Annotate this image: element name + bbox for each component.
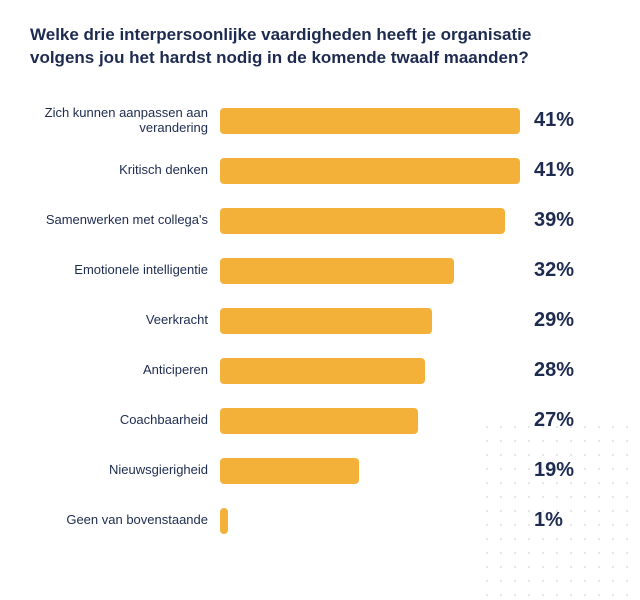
bar-row: Coachbaarheid 27% <box>30 406 610 436</box>
bar-fill <box>220 508 228 534</box>
bar-value: 1% <box>520 509 563 532</box>
bar-row: Veerkracht 29% <box>30 306 610 336</box>
bar-track <box>220 258 520 284</box>
bar-value: 19% <box>520 459 574 482</box>
bar-value: 29% <box>520 309 574 332</box>
bar-fill <box>220 258 454 284</box>
bar-row: Anticiperen 28% <box>30 356 610 386</box>
bar-fill <box>220 408 418 434</box>
bar-row: Samenwerken met collega's 39% <box>30 206 610 236</box>
bar-fill <box>220 208 505 234</box>
bar-track <box>220 308 520 334</box>
bar-fill <box>220 308 432 334</box>
bar-fill <box>220 158 520 184</box>
bar-value: 28% <box>520 359 574 382</box>
chart-title: Welke drie interpersoonlijke vaardighede… <box>30 24 570 70</box>
bar-track <box>220 508 520 534</box>
bar-label: Coachbaarheid <box>30 413 220 428</box>
bar-track <box>220 358 520 384</box>
bar-track <box>220 108 520 134</box>
bar-label: Zich kunnen aanpassen aan verandering <box>30 106 220 136</box>
bar-value: 27% <box>520 409 574 432</box>
bar-label: Emotionele intelligentie <box>30 263 220 278</box>
bar-label: Geen van bovenstaande <box>30 513 220 528</box>
bar-label: Nieuwsgierigheid <box>30 463 220 478</box>
bar-track <box>220 208 520 234</box>
bar-row: Nieuwsgierigheid 19% <box>30 456 610 486</box>
bar-fill <box>220 108 520 134</box>
bar-value: 39% <box>520 209 574 232</box>
bar-row: Geen van bovenstaande 1% <box>30 506 610 536</box>
bar-label: Kritisch denken <box>30 163 220 178</box>
bar-fill <box>220 458 359 484</box>
bar-value: 41% <box>520 159 574 182</box>
bar-label: Veerkracht <box>30 313 220 328</box>
bar-track <box>220 458 520 484</box>
bar-value: 41% <box>520 109 574 132</box>
bar-row: Zich kunnen aanpassen aan verandering 41% <box>30 106 610 136</box>
bar-chart: Zich kunnen aanpassen aan verandering 41%… <box>30 106 610 536</box>
bar-value: 32% <box>520 259 574 282</box>
bar-fill <box>220 358 425 384</box>
bar-track <box>220 408 520 434</box>
bar-label: Samenwerken met collega's <box>30 213 220 228</box>
bar-label: Anticiperen <box>30 363 220 378</box>
bar-row: Kritisch denken 41% <box>30 156 610 186</box>
bar-track <box>220 158 520 184</box>
bar-row: Emotionele intelligentie 32% <box>30 256 610 286</box>
